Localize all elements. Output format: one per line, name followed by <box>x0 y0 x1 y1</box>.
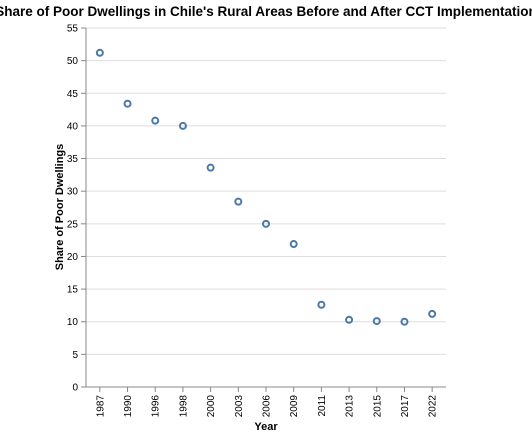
y-axis-title: Share of Poor Dwellings <box>54 144 66 271</box>
data-point <box>206 163 215 172</box>
data-point <box>400 317 409 326</box>
x-tick-label: 1996 <box>151 395 162 418</box>
x-axis-ticks: 1987 1990 1996 1998 2000 2003 2006 2009 2011 2013… <box>95 387 439 418</box>
data-point <box>372 317 381 326</box>
data-points <box>95 48 437 326</box>
y-tick-label: 35 <box>67 154 79 165</box>
y-tick-label: 5 <box>72 350 78 361</box>
x-tick-label: 2006 <box>262 395 273 418</box>
x-tick-label: 2003 <box>234 395 245 418</box>
y-tick-label: 10 <box>67 317 79 328</box>
axes <box>85 28 446 388</box>
x-tick-label: 2013 <box>345 395 356 418</box>
y-tick-label: 0 <box>72 383 78 394</box>
y-tick-label: 50 <box>67 56 79 67</box>
grid-lines <box>86 27 446 388</box>
data-point <box>151 116 160 125</box>
data-point <box>178 121 187 130</box>
x-axis-title: Year <box>254 421 278 433</box>
data-point <box>345 315 354 324</box>
data-point <box>289 240 298 249</box>
x-tick-label: 2022 <box>428 395 439 418</box>
y-tick-label: 40 <box>67 121 79 132</box>
x-tick-label: 2015 <box>372 395 383 418</box>
data-point <box>123 99 132 108</box>
y-tick-label: 15 <box>67 285 79 296</box>
x-tick-label: 2009 <box>289 395 300 418</box>
x-tick-label: 2011 <box>317 395 328 417</box>
data-point <box>95 48 104 57</box>
y-axis-ticks: 0 5 10 15 20 25 30 35 40 45 50 55 <box>67 24 86 394</box>
y-tick-label: 45 <box>67 89 79 100</box>
y-tick-label: 30 <box>67 187 79 198</box>
y-tick-label: 20 <box>67 252 79 263</box>
x-tick-label: 1987 <box>95 395 106 418</box>
data-point <box>317 300 326 309</box>
x-tick-label: 1990 <box>123 395 134 418</box>
x-tick-label: 2000 <box>206 395 217 418</box>
data-point <box>262 219 270 228</box>
data-point <box>234 197 243 206</box>
x-tick-label: 1998 <box>178 395 189 418</box>
chart-title: Share of Poor Dwellings in Chile's Rural… <box>0 4 532 19</box>
data-point <box>428 309 437 318</box>
y-tick-label: 25 <box>67 219 79 230</box>
y-tick-label: 55 <box>67 24 79 35</box>
x-tick-label: 2017 <box>400 395 411 418</box>
